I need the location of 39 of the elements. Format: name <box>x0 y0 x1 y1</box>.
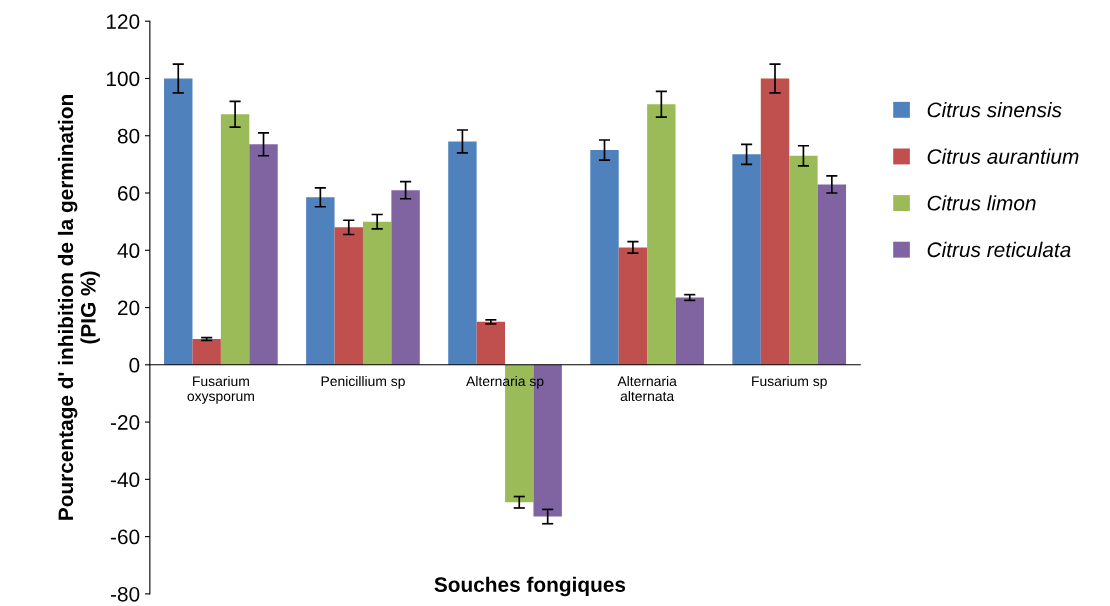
legend-label: Citrus sinensis <box>927 101 1062 118</box>
bar <box>448 141 477 365</box>
bar <box>647 104 676 365</box>
bar <box>675 297 704 365</box>
y-tick-label: -20 <box>110 415 140 430</box>
x-tick-label: Fusarium oxysporum <box>187 375 254 404</box>
y-tick-label: 0 <box>129 357 140 373</box>
bar <box>334 227 363 365</box>
x-tick-label: Fusarium sp <box>752 375 827 389</box>
bar <box>789 155 818 365</box>
bar <box>391 190 420 365</box>
legend-label: Citrus reticulata <box>927 241 1071 258</box>
bar <box>817 184 847 365</box>
bar <box>306 197 335 365</box>
y-tick-label: 120 <box>106 14 140 29</box>
bar <box>476 321 506 365</box>
bar <box>220 114 250 365</box>
x-axis-title: Souches fongiques <box>434 576 626 597</box>
y-axis-title: Pourcentage d' inhibition de la germination (PIG %) <box>57 95 100 520</box>
y-tick-label: 40 <box>117 243 140 259</box>
legend-label: Citrus aurantium <box>927 148 1079 164</box>
bar <box>249 144 278 365</box>
y-tick-label: 80 <box>117 128 140 144</box>
y-tick-label: 100 <box>106 71 140 87</box>
bar <box>618 247 648 365</box>
y-tick-label: 20 <box>118 300 140 316</box>
bar <box>760 78 790 365</box>
x-tick-label: Alternaria alternata <box>617 375 677 402</box>
y-tick-label: -40 <box>110 472 140 488</box>
y-tick-label: 60 <box>118 186 140 201</box>
bar <box>732 154 761 365</box>
x-tick-label: Penicillium sp <box>321 375 405 389</box>
y-tick-label: -60 <box>110 529 140 545</box>
bar <box>192 339 221 365</box>
bar <box>164 78 193 365</box>
bar <box>590 150 619 365</box>
legend-label: Citrus limon <box>927 195 1036 211</box>
y-tick-label: -80 <box>110 586 140 602</box>
bar <box>362 221 392 365</box>
